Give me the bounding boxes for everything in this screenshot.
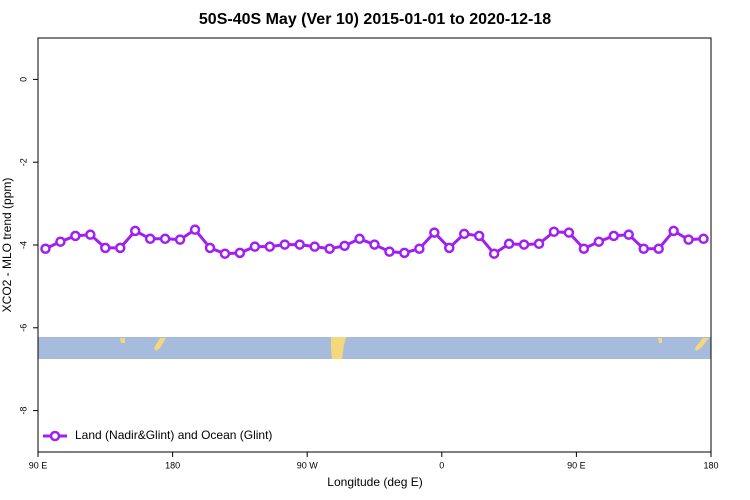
data-point [503,238,515,250]
data-point [533,238,545,250]
data-point [354,233,365,245]
data-point [189,224,201,235]
x-tick-label: 90 E [29,460,48,470]
data-point [444,242,455,254]
data-point [563,227,575,238]
data-point [129,225,141,237]
land-blob [154,338,166,351]
data-point [324,243,335,254]
x-tick-label: 90 W [297,460,319,470]
data-point [414,243,425,254]
x-tick-label: 90 E [567,460,586,470]
chart-title: 50S-40S May (Ver 10) 2015-01-01 to 2020-… [199,11,551,28]
data-point [279,239,291,250]
data-point [698,233,709,245]
data-point [70,230,81,242]
data-point [638,243,649,254]
data-point [204,242,216,254]
data-point [369,239,380,250]
data-point [668,225,679,237]
data-point [219,248,231,259]
ocean-strip [38,337,711,359]
data-point [144,233,156,245]
data-point [458,228,470,240]
y-tick-label: 0 [18,77,28,82]
land-blob [331,337,346,359]
data-point [85,229,96,240]
legend-label: Land (Nadir&Glint) and Ocean (Glint) [75,428,272,442]
data-point [55,236,66,247]
land-blob [695,338,709,351]
data-point [264,241,276,252]
x-axis-label: Longitude (deg E) [327,475,422,489]
data-point [40,243,51,254]
y-tick-label: -6 [18,324,28,332]
data-point [174,234,186,245]
data-point [249,241,261,252]
data-point [608,230,620,242]
x-tick-label: 180 [703,460,718,470]
data-point [593,236,605,247]
data-point [653,243,664,254]
data-point [309,241,320,252]
data-point [488,248,500,259]
data-point [548,226,560,238]
map-strip [38,337,711,359]
data-point [115,242,126,254]
data-point [100,242,111,254]
x-tick-label: 0 [439,460,444,470]
data-point [578,243,590,254]
y-tick-label: -2 [18,158,28,166]
legend-marker [49,430,61,442]
land-blob [120,338,125,343]
data-point [294,239,305,250]
land-blob [658,338,662,343]
data-point [339,240,350,252]
data-point [683,234,694,245]
y-tick-label: -4 [18,241,28,249]
data-point [384,246,395,257]
data-point [473,230,485,242]
data-point [518,239,530,250]
data-point [429,227,440,238]
data-point [399,247,410,259]
x-tick-label: 180 [165,460,180,470]
data-point [234,247,246,259]
y-axis-label: XCO2 - MLO trend (ppm) [0,178,14,313]
data-point [159,233,171,245]
data-point [623,229,634,240]
y-tick-label: -8 [18,407,28,415]
